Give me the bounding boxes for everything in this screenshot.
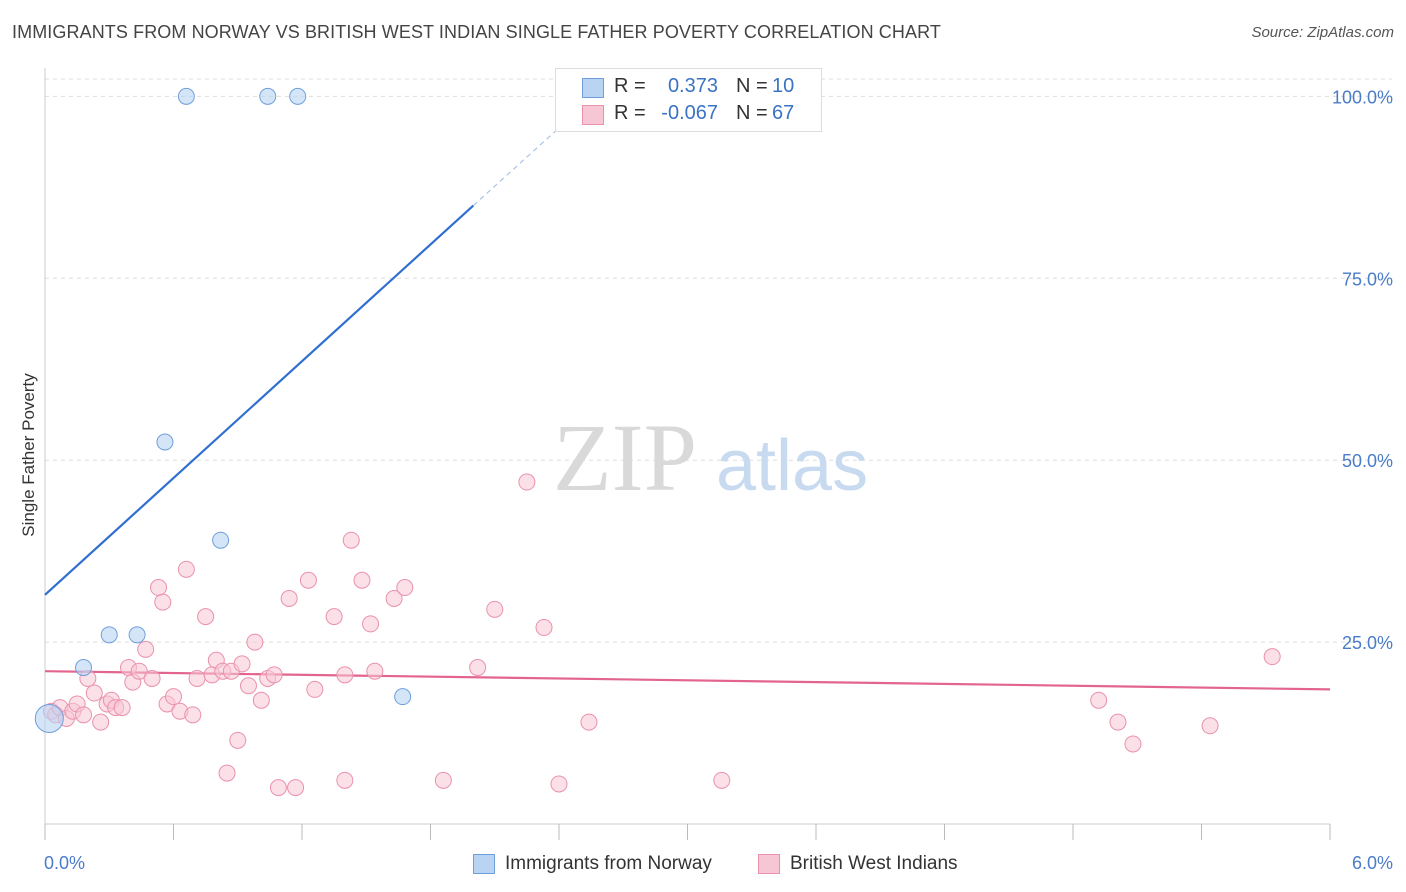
point-bwi <box>92 713 110 731</box>
point-bwi <box>85 684 103 702</box>
y-tick-label: 50.0% <box>1342 451 1393 471</box>
watermark-zip: ZIP <box>553 404 697 511</box>
x-tick-label: 6.0% <box>1352 853 1393 873</box>
point-norway <box>156 433 174 451</box>
point-bwi <box>184 706 202 724</box>
point-bwi <box>246 633 264 651</box>
point-bwi <box>269 779 287 797</box>
legend-label-norway: Immigrants from Norway <box>505 853 712 874</box>
legend-n-label: N = <box>736 102 768 124</box>
point-bwi <box>469 659 487 677</box>
point-bwi <box>550 775 568 793</box>
point-bwi <box>396 579 414 597</box>
point-bwi <box>342 531 360 549</box>
point-norway <box>100 626 118 644</box>
legend-swatch-bwi <box>582 105 604 125</box>
point-bwi <box>353 571 371 589</box>
legend-swatch-norway <box>473 854 495 874</box>
point-bwi <box>336 666 354 684</box>
point-bwi <box>434 771 452 789</box>
legend-n-value: 10 <box>772 75 795 97</box>
y-axis-label: Single Father Poverty <box>19 373 38 537</box>
point-bwi <box>130 662 148 680</box>
y-tick-label: 100.0% <box>1332 87 1393 107</box>
point-norway <box>177 87 195 105</box>
point-norway <box>128 626 146 644</box>
legend-swatch-bwi <box>758 854 780 874</box>
point-bwi <box>233 655 251 673</box>
legend-row-bwi: R = -0.067 N = 67 <box>556 102 821 128</box>
point-bwi <box>306 680 324 698</box>
legend-r-value: -0.067 <box>661 102 718 124</box>
chart-title: IMMIGRANTS FROM NORWAY VS BRITISH WEST I… <box>12 22 941 42</box>
legend-r-label: R = <box>614 102 646 124</box>
point-bwi <box>165 688 182 706</box>
point-bwi <box>1124 735 1142 753</box>
legend-r-value: 0.373 <box>667 75 718 97</box>
point-bwi <box>385 589 403 607</box>
point-norway <box>75 659 93 677</box>
point-bwi <box>150 579 168 597</box>
trend-lines <box>44 117 1331 691</box>
legend-swatch-norway <box>582 78 604 98</box>
point-bwi <box>75 706 93 724</box>
trend-line-norway-extension <box>472 117 571 206</box>
point-bwi <box>197 608 215 626</box>
point-bwi <box>362 615 380 633</box>
point-bwi <box>137 640 155 658</box>
y-tick-label: 25.0% <box>1342 633 1393 653</box>
legend-row-norway: R = 0.373 N = 10 <box>556 75 821 101</box>
trend-line-bwi <box>44 670 1331 691</box>
point-bwi <box>218 764 236 782</box>
legend-r-label: R = <box>614 75 646 97</box>
point-bwi <box>239 677 257 695</box>
point-bwi <box>535 619 553 637</box>
point-bwi <box>580 713 598 731</box>
point-bwi <box>280 589 298 607</box>
correlation-legend: R = 0.373 N = 10 R = -0.067 N = 67 <box>555 68 822 132</box>
point-bwi <box>287 779 305 797</box>
point-bwi <box>265 666 283 684</box>
point-bwi <box>143 669 161 687</box>
point-bwi <box>188 669 206 687</box>
point-bwi <box>486 600 504 618</box>
point-norway <box>212 531 230 549</box>
point-bwi <box>366 662 384 680</box>
legend-n-label: N = <box>736 75 768 97</box>
point-bwi <box>713 771 731 789</box>
x-tick-label: 0.0% <box>44 853 85 873</box>
point-bwi <box>1109 713 1127 731</box>
point-bwi <box>1201 717 1219 735</box>
legend-n-value: 67 <box>772 102 795 124</box>
point-bwi <box>336 771 354 789</box>
source-label: Source: ZipAtlas.com <box>1251 24 1394 41</box>
point-bwi <box>299 571 317 589</box>
point-norway <box>394 688 412 706</box>
point-bwi <box>154 593 172 611</box>
watermark-atlas: atlas <box>716 426 868 506</box>
data-points <box>34 87 1281 797</box>
y-tick-label: 75.0% <box>1342 269 1393 289</box>
point-bwi <box>229 731 247 749</box>
point-norway <box>289 87 307 105</box>
point-norway <box>34 703 64 733</box>
point-bwi <box>518 473 536 491</box>
point-bwi <box>1090 691 1108 709</box>
point-bwi <box>252 691 270 709</box>
axis-ticks: 0.0% 6.0% 25.0% 50.0% 75.0% 100.0% <box>44 87 1393 873</box>
point-bwi <box>113 699 131 717</box>
legend-label-bwi: British West Indians <box>790 853 958 874</box>
point-bwi <box>1263 648 1281 666</box>
point-bwi <box>177 560 195 578</box>
trend-line-norway <box>44 204 475 596</box>
gridlines <box>45 78 1392 643</box>
point-norway <box>259 87 277 105</box>
point-bwi <box>325 608 343 626</box>
